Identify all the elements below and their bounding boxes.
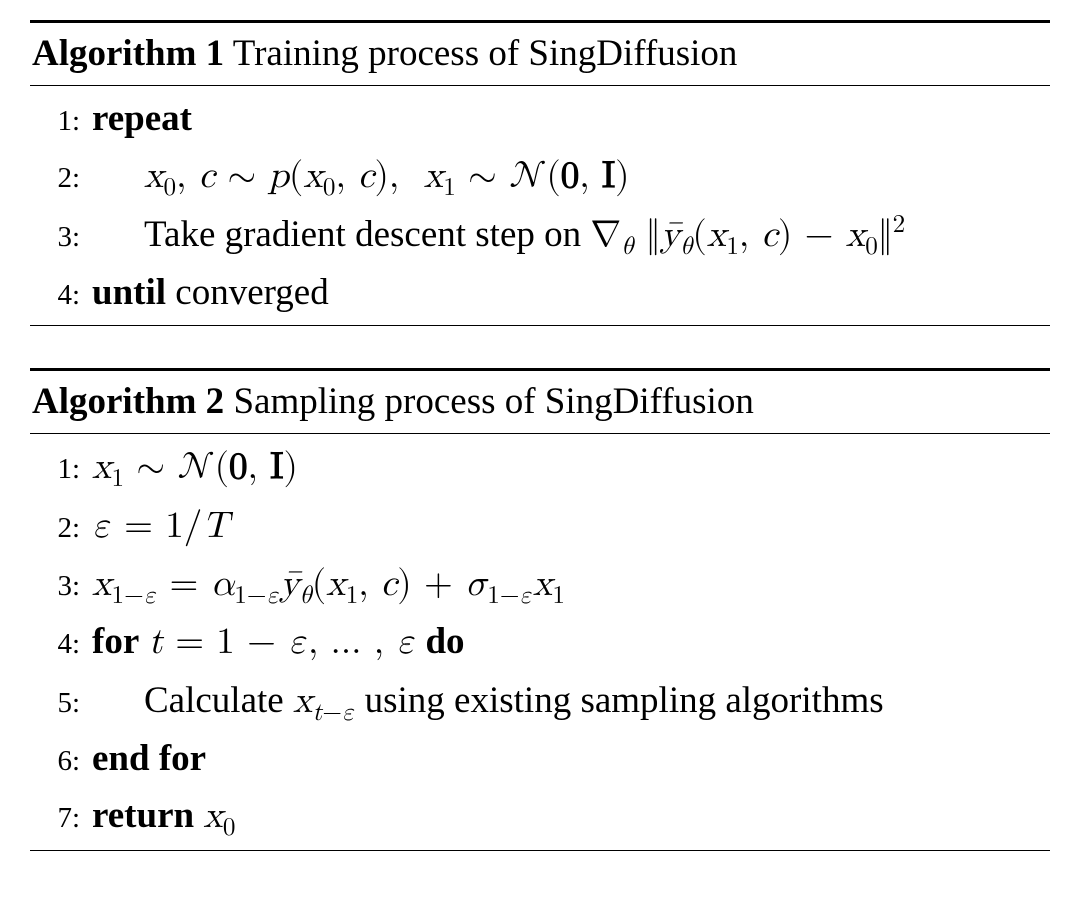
algorithm-1-number: Algorithm 1 [32, 33, 224, 74]
algorithm-1-body: repeat x0, c ∼ p(x0, c), x1 ∼ 𝒩(0, I) Ta… [30, 86, 1050, 325]
alg2-line-2: ε = 1/T [32, 497, 1050, 555]
algorithm-2-caption: Sampling process of SingDiffusion [233, 381, 753, 422]
algorithm-2-number: Algorithm 2 [32, 381, 224, 422]
alg2-line-3: x1−ε = α1−εȳθ(x1, c) + σ1−εx1 [32, 555, 1050, 613]
alg2-line-1: x1 ∼ 𝒩(0, I) [32, 438, 1050, 496]
algorithm-2-title: Algorithm 2 Sampling process of SingDiff… [30, 371, 1050, 433]
algorithm-1-title: Algorithm 1 Training process of SingDiff… [30, 23, 1050, 85]
rule-bottom [30, 325, 1050, 326]
alg2-line-6: end for [32, 730, 1050, 787]
rule-bottom [30, 850, 1050, 851]
algorithm-1: Algorithm 1 Training process of SingDiff… [30, 20, 1050, 326]
alg1-line-1: repeat [32, 90, 1050, 147]
alg1-line-2: x0, c ∼ p(x0, c), x1 ∼ 𝒩(0, I) [32, 147, 1050, 205]
algorithm-2: Algorithm 2 Sampling process of SingDiff… [30, 368, 1050, 850]
alg2-line-5: Calculate xt−ε using existing sampling a… [32, 672, 1050, 730]
algorithm-2-body: x1 ∼ 𝒩(0, I) ε = 1/T x1−ε = α1−εȳθ(x1, c… [30, 434, 1050, 849]
algorithm-1-caption: Training process of SingDiffusion [233, 33, 738, 74]
alg1-line-4: until converged [32, 264, 1050, 321]
alg1-line-3: Take gradient descent step on ∇θ ‖ȳθ(x1,… [32, 206, 1050, 264]
alg2-line-7: return x0 [32, 787, 1050, 845]
alg2-line-4: for t = 1 − ε, … , ε do [32, 613, 1050, 671]
